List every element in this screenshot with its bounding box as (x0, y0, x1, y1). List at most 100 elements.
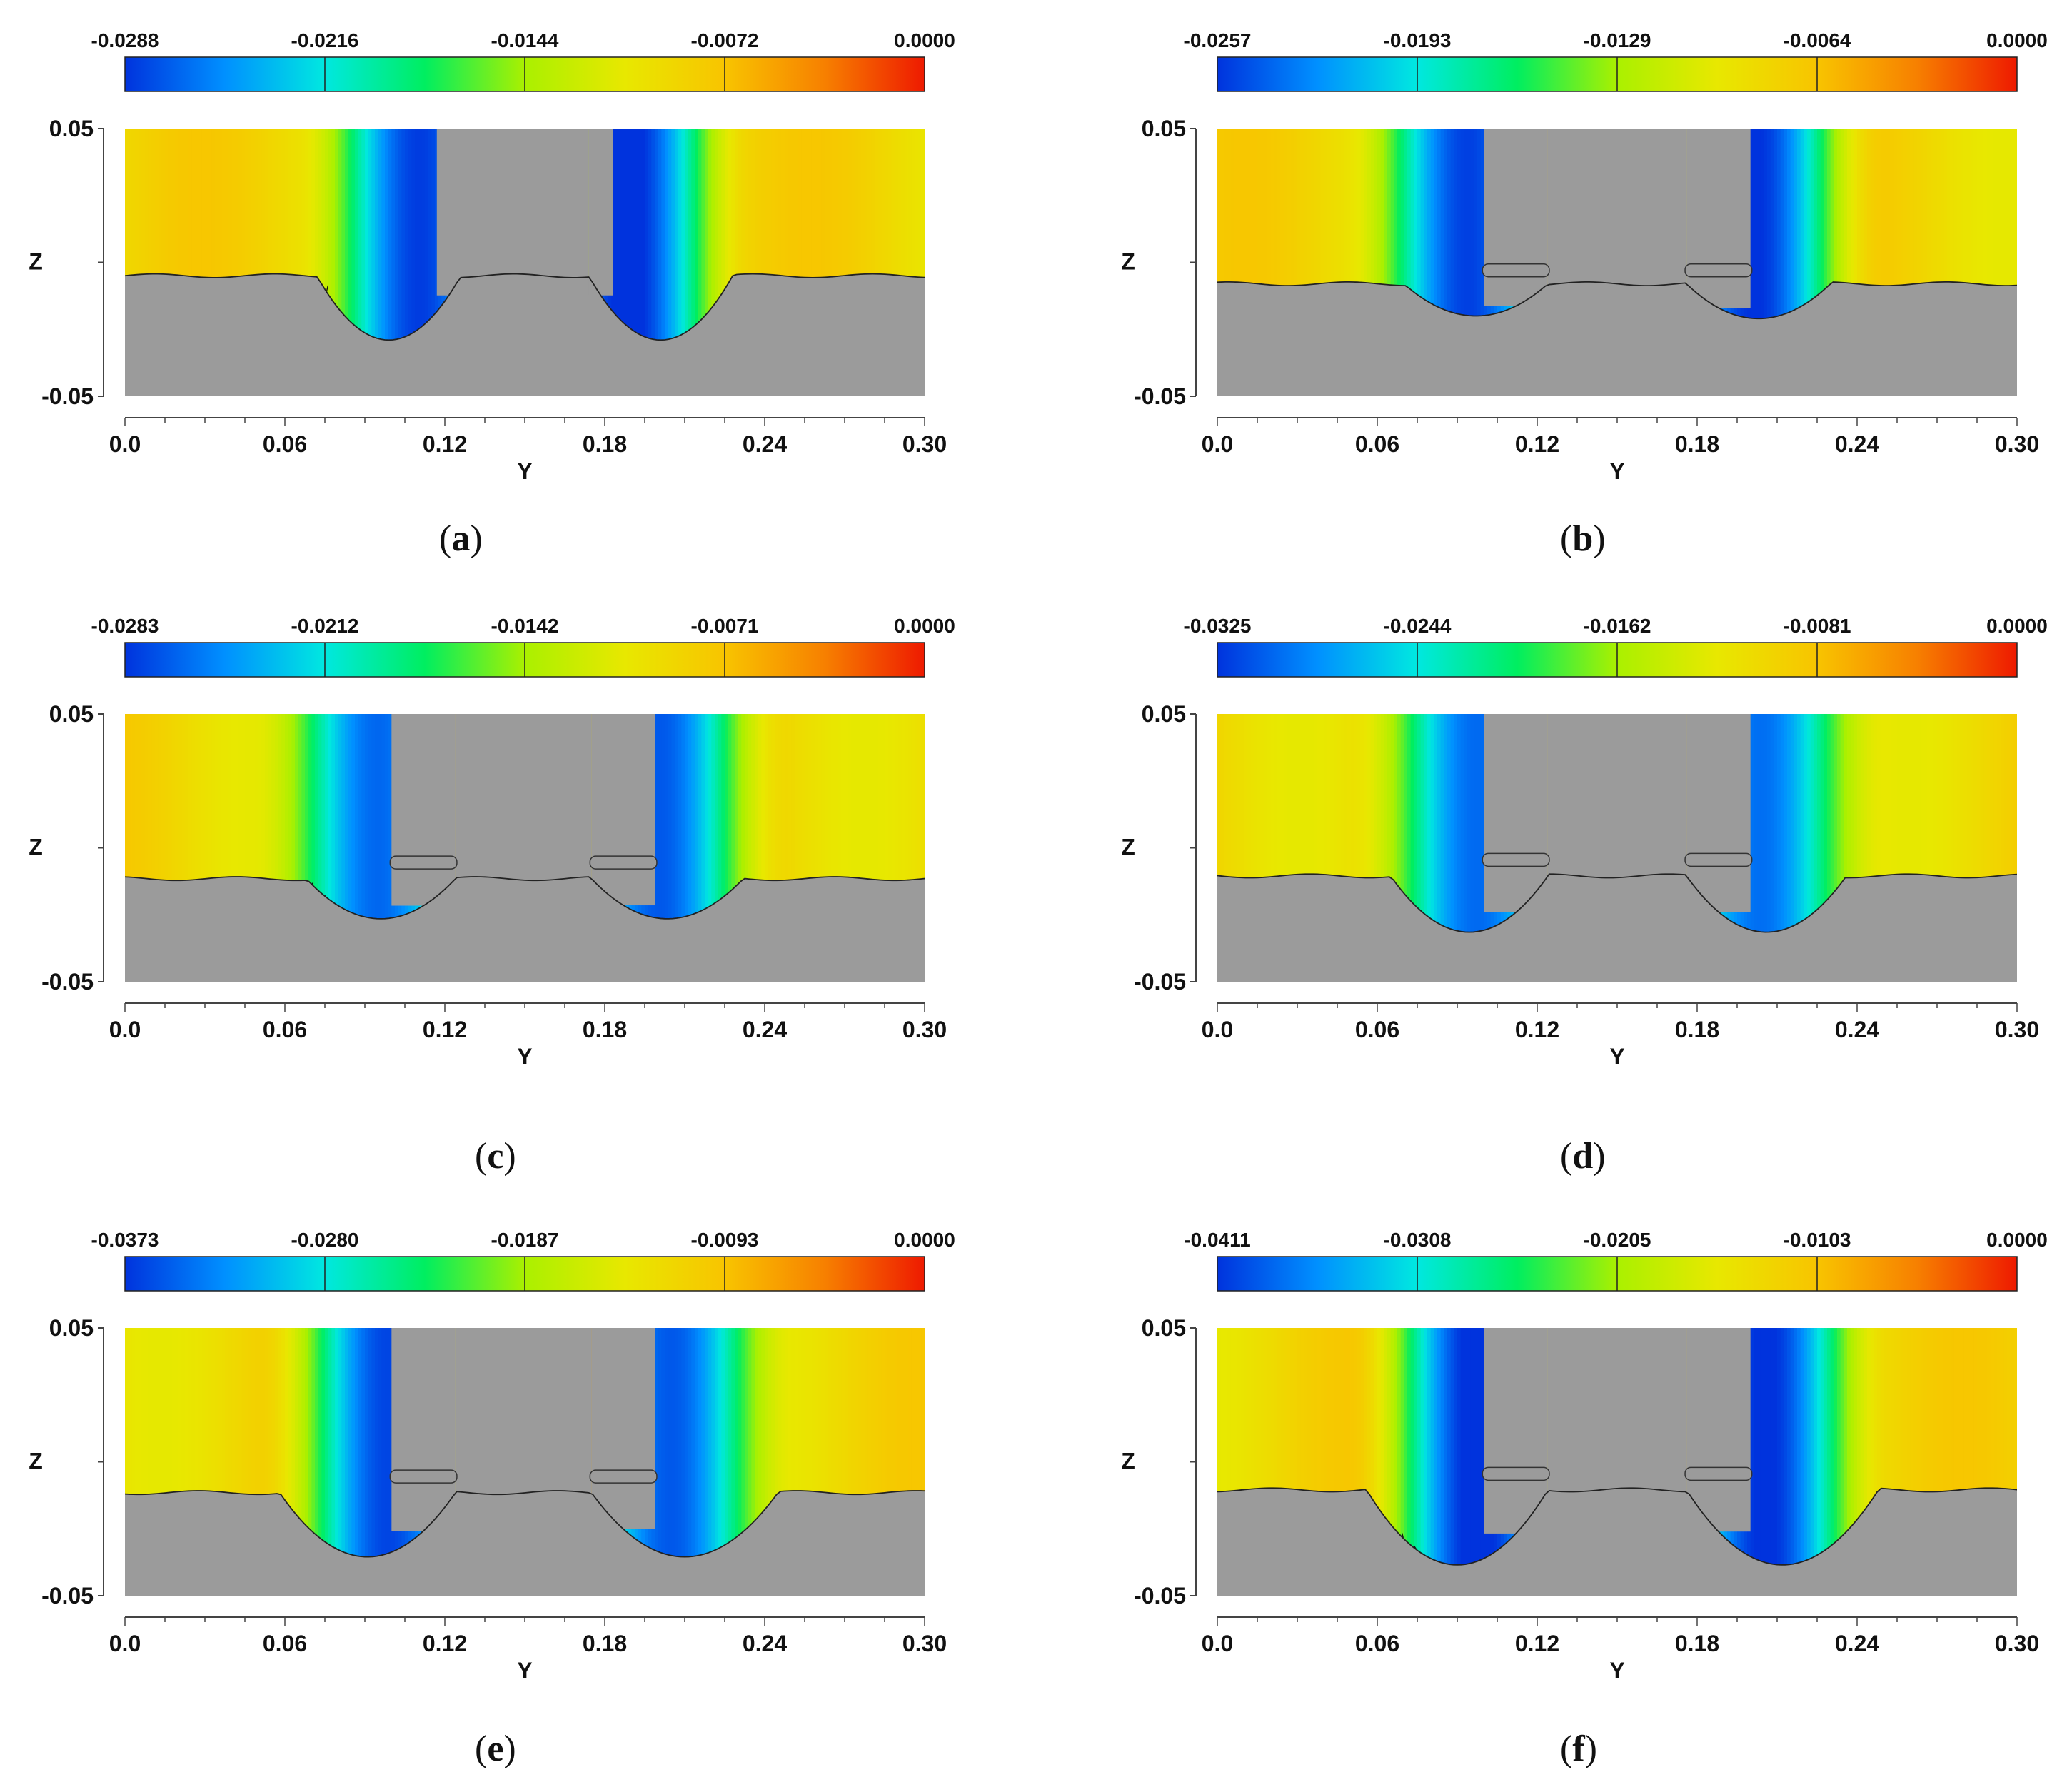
field-band-b-227 (1973, 129, 1978, 319)
field-band-f-43 (1360, 1328, 1365, 1565)
field-band-c-181 (728, 714, 733, 919)
field-band-d-191 (1854, 714, 1858, 932)
field-band-b-187 (1840, 129, 1845, 319)
field-band-d-236 (2003, 714, 2008, 932)
field-band-f-18 (1277, 1328, 1282, 1565)
field-band-e-210 (825, 1328, 829, 1557)
field-band-b-63 (1427, 129, 1432, 319)
field-band-b-28 (1310, 129, 1315, 319)
field-band-d-13 (1260, 714, 1265, 932)
field-band-b-78 (1477, 129, 1482, 319)
field-band-e-232 (897, 1328, 902, 1557)
field-band-e-48 (285, 1328, 289, 1557)
field-band-f-62 (1424, 1328, 1428, 1565)
field-band-d-198 (1877, 714, 1881, 932)
field-band-c-33 (235, 714, 239, 919)
field-band-d-175 (1800, 714, 1805, 932)
y-tick-label-d-3: 0.18 (1675, 1017, 1719, 1042)
field-band-f-42 (1357, 1328, 1362, 1565)
field-band-d-179 (1814, 714, 1818, 932)
field-band-f-20 (1284, 1328, 1288, 1565)
field-band-a-160 (658, 129, 663, 341)
field-band-e-28 (218, 1328, 223, 1557)
field-band-d-199 (1880, 714, 1885, 932)
field-band-b-67 (1440, 129, 1445, 319)
field-band-e-194 (771, 1328, 775, 1557)
field-band-d-197 (1874, 714, 1878, 932)
field-band-a-162 (665, 129, 669, 341)
field-band-d-54 (1397, 714, 1402, 932)
plot-b: -0.0257 -0.0193 -0.0129 -0.0064 0.0000 0.05 -0… (1121, 29, 2048, 484)
field-band-e-201 (795, 1328, 799, 1557)
y-tick-label-a-1: 0.06 (263, 431, 307, 457)
field-band-e-204 (805, 1328, 809, 1557)
field-band-a-8 (151, 129, 156, 341)
field-band-e-30 (225, 1328, 229, 1557)
field-band-e-72 (365, 1328, 369, 1557)
field-band-a-68 (351, 129, 356, 341)
field-band-c-180 (725, 714, 729, 919)
field-band-e-227 (881, 1328, 885, 1557)
field-band-d-239 (2013, 714, 2017, 932)
field-band-a-11 (161, 129, 166, 341)
field-band-b-215 (1933, 129, 1938, 319)
field-band-d-41 (1354, 714, 1358, 932)
field-band-b-168 (1777, 129, 1781, 319)
field-band-d-210 (1917, 714, 1921, 932)
field-band-b-55 (1400, 129, 1405, 319)
field-band-f-161 (1754, 1328, 1758, 1565)
field-band-f-212 (1923, 1328, 1928, 1565)
field-band-e-54 (305, 1328, 309, 1557)
field-band-e-160 (658, 1328, 663, 1557)
field-band-a-73 (368, 129, 373, 341)
field-band-b-42 (1357, 129, 1362, 319)
field-band-a-178 (718, 129, 723, 341)
pier-c-2 (591, 714, 655, 906)
field-band-a-203 (801, 129, 805, 341)
field-band-e-178 (718, 1328, 723, 1557)
field-band-a-31 (228, 129, 233, 341)
field-band-c-170 (691, 714, 695, 919)
field-band-c-70 (358, 714, 363, 919)
field-band-e-202 (798, 1328, 803, 1557)
field-band-b-19 (1280, 129, 1285, 319)
field-band-f-15 (1267, 1328, 1272, 1565)
field-band-a-234 (905, 129, 909, 341)
field-band-a-161 (661, 129, 665, 341)
colorbar-tick-label-a-2: -0.0144 (491, 29, 559, 51)
field-band-a-179 (721, 129, 725, 341)
field-band-a-6 (145, 129, 149, 341)
colorbar-tick-label-a-4: 0.0000 (894, 29, 955, 51)
field-band-d-14 (1264, 714, 1268, 932)
field-band-a-210 (825, 129, 829, 341)
colorbar-tick-label-c-3: -0.0071 (691, 615, 759, 637)
pier-gap-c (455, 714, 592, 982)
field-band-e-12 (165, 1328, 169, 1557)
field-band-e-61 (328, 1328, 333, 1557)
field-band-a-57 (315, 129, 319, 341)
field-band-a-222 (865, 129, 869, 341)
colorbar-tick-label-d-0: -0.0325 (1184, 615, 1252, 637)
field-band-d-216 (1937, 714, 1941, 932)
field-band-b-24 (1297, 129, 1302, 319)
field-band-a-221 (861, 129, 865, 341)
field-band-f-225 (1967, 1328, 1971, 1565)
field-band-a-187 (748, 129, 753, 341)
field-band-d-60 (1417, 714, 1422, 932)
pier-b-1 (1484, 129, 1548, 306)
field-band-b-173 (1794, 129, 1798, 319)
field-band-f-235 (2000, 1328, 2005, 1565)
field-band-e-171 (695, 1328, 699, 1557)
field-band-e-62 (331, 1328, 336, 1557)
field-band-d-205 (1900, 714, 1905, 932)
field-band-c-186 (745, 714, 749, 919)
field-band-c-214 (838, 714, 843, 919)
field-band-e-207 (815, 1328, 819, 1557)
field-band-c-173 (701, 714, 705, 919)
field-band-b-167 (1774, 129, 1778, 319)
field-band-d-49 (1380, 714, 1385, 932)
field-band-c-224 (871, 714, 875, 919)
field-band-c-58 (318, 714, 323, 919)
field-band-c-228 (885, 714, 889, 919)
field-band-b-3 (1227, 129, 1232, 319)
